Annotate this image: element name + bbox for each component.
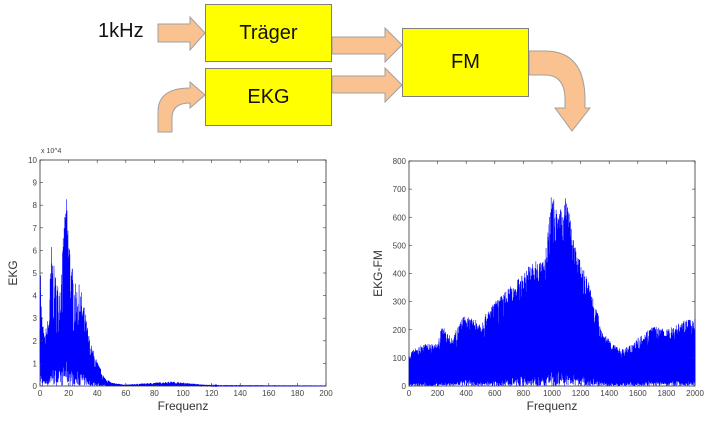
y-tick-label: 5 xyxy=(33,269,38,278)
ecg-to-fm-arrow xyxy=(331,66,403,104)
y-tick-label: 7 xyxy=(33,224,38,233)
y-tick-label: 0 xyxy=(402,382,407,391)
y-tick-label: 1 xyxy=(33,359,38,368)
y-axis-label: EKG-FM xyxy=(371,250,385,297)
ecg-block: EKG xyxy=(205,68,332,126)
carrier-block: Träger xyxy=(205,4,332,62)
x-tick-label: 100 xyxy=(176,389,190,398)
x-tick-label: 0 xyxy=(38,389,43,398)
fm-block: FM xyxy=(402,28,529,97)
x-tick-label: 20 xyxy=(64,389,73,398)
x-tick-label: 60 xyxy=(121,389,130,398)
x-tick-label: 1600 xyxy=(629,389,647,398)
x-tick-label: 2000 xyxy=(686,389,704,398)
y-multiplier-label: x 10^4 xyxy=(41,148,62,155)
y-tick-label: 3 xyxy=(33,314,38,323)
y-tick-label: 0 xyxy=(33,382,38,391)
input-arrow xyxy=(157,15,206,52)
y-tick-label: 500 xyxy=(393,241,407,250)
y-tick-label: 9 xyxy=(33,179,38,188)
ecg-input-curved-arrow xyxy=(157,80,206,133)
x-tick-label: 180 xyxy=(291,389,305,398)
carrier-label: Träger xyxy=(239,21,298,44)
x-tick-label: 200 xyxy=(319,389,333,398)
x-tick-label: 160 xyxy=(262,389,276,398)
x-tick-label: 80 xyxy=(150,389,159,398)
y-tick-label: 6 xyxy=(33,246,38,255)
y-axis-label: EKG xyxy=(6,260,20,285)
y-tick-label: 100 xyxy=(393,354,407,363)
y-tick-label: 400 xyxy=(393,270,407,279)
ecg-label: EKG xyxy=(247,85,290,108)
block-diagram-arrows xyxy=(157,15,592,133)
y-tick-label: 4 xyxy=(33,292,38,301)
y-tick-label: 200 xyxy=(393,326,407,335)
y-tick-label: 600 xyxy=(393,213,407,222)
y-tick-label: 300 xyxy=(393,298,407,307)
x-tick-label: 40 xyxy=(93,389,102,398)
fm-label: FM xyxy=(451,51,480,73)
x-tick-label: 140 xyxy=(234,389,248,398)
input-frequency-label: 1kHz xyxy=(98,20,144,42)
fm-output-curved-arrow xyxy=(528,50,592,132)
x-tick-label: 200 xyxy=(431,389,445,398)
x-tick-label: 1200 xyxy=(572,389,590,398)
x-tick-label: 400 xyxy=(460,389,474,398)
x-tick-label: 800 xyxy=(517,389,531,398)
x-tick-label: 1800 xyxy=(658,389,676,398)
x-axis-label: Frequenz xyxy=(527,399,578,413)
carrier-to-fm-arrow xyxy=(331,26,403,64)
y-tick-label: 10 xyxy=(28,156,37,165)
x-tick-label: 0 xyxy=(407,389,412,398)
x-tick-label: 600 xyxy=(488,389,502,398)
x-tick-label: 1400 xyxy=(600,389,618,398)
x-tick-label: 1000 xyxy=(543,389,561,398)
y-tick-label: 800 xyxy=(393,157,407,166)
y-tick-label: 2 xyxy=(33,337,38,346)
y-tick-label: 700 xyxy=(393,185,407,194)
x-axis-label: Frequenz xyxy=(158,399,209,413)
y-tick-label: 8 xyxy=(33,201,38,210)
spectrum-trace-2 xyxy=(408,197,696,387)
x-tick-label: 120 xyxy=(205,389,219,398)
